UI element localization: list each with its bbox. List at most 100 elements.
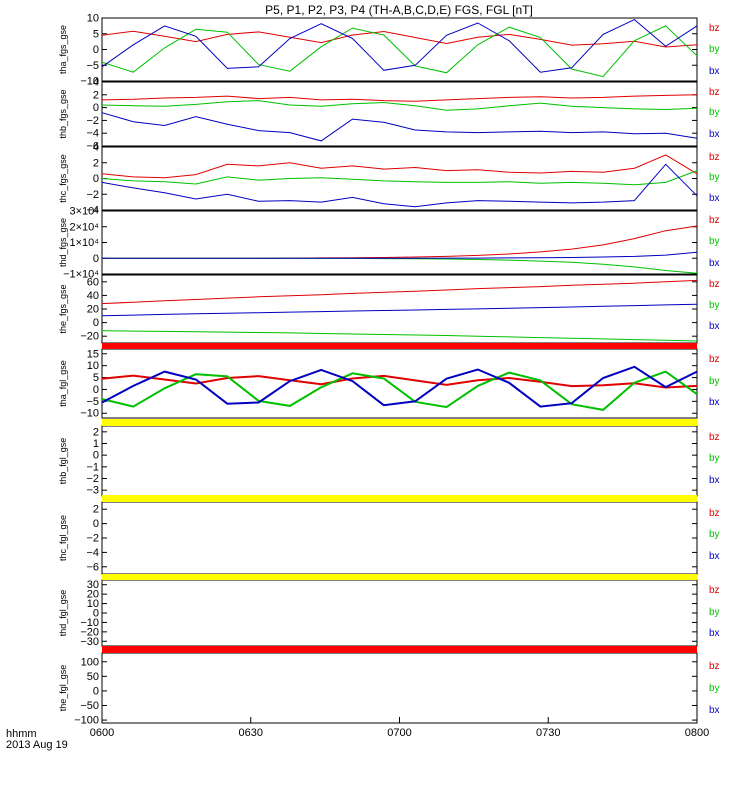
series-bz-line — [101, 279, 698, 305]
ylabel-tha_fgl_gse: tha_fgl_gse — [58, 360, 68, 407]
series-bx-line — [102, 251, 698, 259]
ylabel-thd_fgs_gse: thd_fgs_gse — [58, 218, 68, 267]
status-bar — [102, 495, 697, 502]
panel-thc_fgl_gse: thc_fgl_gse −6 −4 −2 0 2 bz by bx — [58, 501, 720, 575]
ylabel-thc_fgl_gse: thc_fgl_gse — [58, 515, 68, 561]
ytick-label: 0 — [93, 173, 99, 185]
ytick-label: −50 — [80, 700, 99, 712]
series-bx-line — [101, 112, 698, 142]
ytick-label: 0 — [93, 102, 99, 114]
ytick-label: 0 — [93, 608, 99, 620]
ytick-label: 2 — [93, 89, 99, 101]
series-by-line — [101, 370, 698, 411]
legend-bz: bz — [709, 585, 720, 596]
series-bx-line — [101, 19, 698, 73]
ylabel-the_fgl_gse: the_fgl_gse — [58, 665, 68, 712]
ytick-label: −10 — [80, 617, 99, 629]
series-bz-line — [102, 225, 698, 259]
panel-frame — [101, 274, 698, 344]
xtick-label: 0700 — [387, 727, 411, 739]
ytick-label: −6 — [86, 561, 99, 573]
ytick-label: 30 — [87, 579, 99, 591]
status-bar — [102, 343, 697, 349]
xtick-label: 0730 — [536, 727, 560, 739]
panel-frame — [101, 81, 698, 147]
time-axis: 0600 0630 0700 0730 0800 — [90, 717, 709, 739]
ytick-label: 2 — [93, 504, 99, 516]
series-bz-line — [101, 94, 698, 102]
legend-bx: bx — [709, 628, 720, 639]
ytick-label: −6 — [86, 141, 99, 153]
legend-by: by — [709, 607, 720, 618]
ytick-label: −4 — [86, 547, 99, 559]
legend-by: by — [709, 529, 720, 540]
ytick-label: 100 — [81, 656, 99, 668]
panel-the_fgs_gse: the_fgs_gse −20 020 40 60 bz by bx — [58, 274, 720, 344]
panel-the_fgl_gse: the_fgl_gse −100 −50 0 50 100 bz by bx — [58, 652, 720, 727]
ytick-label: 20 — [87, 304, 99, 316]
panel-frame — [101, 579, 698, 647]
legend-by: by — [709, 44, 720, 55]
ytick-label: 15 — [87, 348, 99, 360]
ytick-label: 40 — [87, 290, 99, 302]
xaxis-label-hhmm: hhmm — [6, 728, 37, 740]
ytick-label: 60 — [87, 276, 99, 288]
ytick-label: 2×10⁴ — [69, 221, 99, 233]
panel-frame — [101, 652, 698, 724]
series-bz-line — [101, 154, 698, 179]
legend-bx: bx — [709, 551, 720, 562]
legend-bz: bz — [709, 661, 720, 672]
ytick-label: 20 — [87, 589, 99, 601]
ytick-label: −1 — [86, 461, 99, 473]
series-by-line — [101, 25, 698, 78]
legend-by: by — [709, 453, 720, 464]
ytick-label: 10 — [87, 598, 99, 610]
ylabel-thd_fgl_gse: thd_fgl_gse — [58, 590, 68, 637]
chart-title: P5, P1, P2, P3, P4 (TH-A,B,C,D,E) FGS, F… — [265, 3, 533, 17]
legend-bz: bz — [709, 279, 720, 290]
legend-bz: bz — [709, 152, 720, 163]
series-bz-line — [101, 30, 698, 48]
ytick-label: −5 — [86, 396, 99, 408]
series-by-line — [102, 257, 698, 274]
ytick-label: 3×10⁴ — [69, 206, 99, 218]
ytick-label: −2 — [86, 473, 99, 485]
ytick-label: −4 — [86, 205, 99, 217]
xtick-label: 0600 — [90, 727, 114, 739]
ytick-label: 10 — [87, 13, 99, 25]
ytick-label: −2 — [86, 115, 99, 127]
series-by-line — [101, 170, 698, 186]
legend-by: by — [709, 172, 720, 183]
ytick-label: 0 — [93, 384, 99, 396]
series-bx-line — [101, 365, 698, 408]
ytick-label: 0 — [93, 518, 99, 530]
ytick-label: −3 — [86, 485, 99, 497]
xtick-label: 0800 — [685, 727, 709, 739]
ytick-label: −2 — [86, 533, 99, 545]
panel-thd_fgs_gse: thd_fgs_gse −1×10⁴ 0 1×10⁴ 2×10⁴ 3×10⁴ bz by bx — [58, 206, 720, 281]
ylabel-the_fgs_gse: the_fgs_gse — [58, 284, 68, 333]
ytick-label: 4 — [93, 77, 99, 89]
ytick-label: −1×10⁴ — [63, 269, 99, 281]
ytick-label: −4 — [86, 128, 99, 140]
series-bx-line — [101, 303, 698, 317]
ylabel-thb_fgs_gse: thb_fgs_gse — [58, 89, 68, 138]
ytick-label: −5 — [86, 60, 99, 72]
series-by-line — [101, 330, 698, 342]
ytick-label: −100 — [74, 715, 99, 727]
ylabel-thc_fgs_gse: thc_fgs_gse — [58, 154, 68, 203]
status-bar — [102, 646, 697, 653]
legend-bx: bx — [709, 321, 720, 332]
legend-bx: bx — [709, 258, 720, 269]
ytick-label: 0 — [93, 253, 99, 265]
ytick-label: −20 — [80, 331, 99, 343]
panel-thc_fgs_gse: thc_fgs_gse −4 −2 0 2 4 bz by bx — [58, 142, 720, 217]
legend-bz: bz — [709, 23, 720, 34]
ytick-label: 50 — [87, 671, 99, 683]
ylabel-tha_fgs_gse: tha_fgs_gse — [58, 25, 68, 74]
ytick-label: 1×10⁴ — [69, 237, 99, 249]
